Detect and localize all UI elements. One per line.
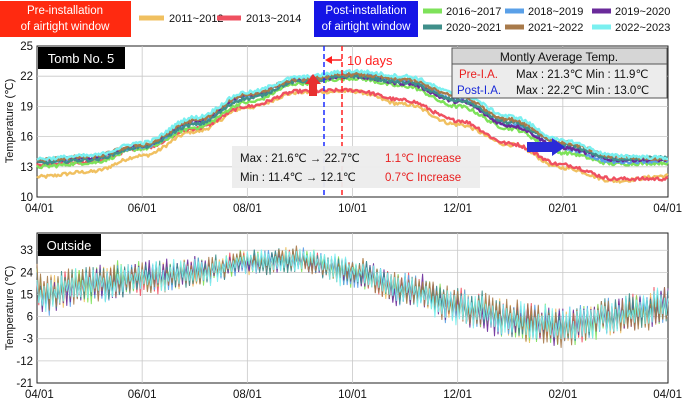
x-tick-label: 06/01: [128, 203, 157, 215]
outside-gridlines: [37, 233, 668, 383]
x-tick-label: 10/01: [338, 389, 367, 401]
x-tick-label: 02/01: [548, 203, 577, 215]
tomb-y-ticks: 10 13 16 19 22 25: [20, 41, 33, 204]
outside-y-ticks: -21 -12 -3 6 15 24 33: [16, 245, 33, 390]
y-tick-label: -12: [16, 356, 33, 368]
legend-label-2011-2012: 2011~2012: [169, 13, 224, 25]
min-increase-text: 0.7℃ Increase: [385, 172, 461, 184]
stats-pre-name: Pre-I.A.: [459, 69, 498, 81]
tomb-panel-label-bg: [38, 47, 125, 69]
y-tick-label: 24: [20, 267, 33, 279]
y-tick-label: 33: [20, 245, 33, 257]
post-installation-label-line2: of airtight window: [322, 21, 412, 33]
pre-installation-box: [0, 1, 131, 37]
pre-installation-label-line2: of airtight window: [21, 21, 111, 33]
tomb-panel: 10 13 16 19 22 25 04/01 06/01 08/01 10/01 12/01 02…: [4, 41, 682, 215]
ten-days-arrow-head: [325, 56, 332, 64]
stats-pre-values: Max : 21.3℃ Min : 11.9℃: [516, 69, 648, 81]
increase-arrow-shaft: [309, 82, 317, 96]
post-installation-label-line1: Post-installation: [325, 5, 406, 17]
stats-title: Montly Average Temp.: [500, 50, 618, 64]
tomb-series: [36, 68, 670, 184]
y-tick-label: 15: [20, 289, 33, 301]
y-tick-label: 13: [20, 162, 33, 174]
legend-label-2016-2017: 2016~2017: [446, 6, 501, 18]
shift-arrow: [527, 138, 565, 156]
outside-series: [36, 245, 669, 348]
y-tick-label: 16: [20, 132, 33, 144]
min-change-text: Min : 11.4℃ → 12.1℃: [240, 172, 356, 184]
legend-label-2020-2021: 2020~2021: [446, 22, 501, 34]
pre-installation-label-line1: Pre-installation: [27, 5, 103, 17]
outside-panel-label-bg: [38, 234, 101, 256]
x-tick-label: 08/01: [233, 389, 262, 401]
outside-panel: -21 -12 -3 6 15 24 33 04/01 06/01 08/01 10/01 12/0…: [4, 232, 682, 401]
y-tick-label: -3: [23, 334, 33, 346]
x-tick-label: 12/01: [443, 203, 472, 215]
legend-label-2013-2014: 2013~2014: [246, 13, 301, 25]
y-tick-label: 6: [27, 312, 33, 324]
y-tick-label: 22: [20, 71, 33, 83]
legend: Pre-installation of airtight window 2011…: [0, 1, 670, 37]
x-tick-label: 04/01: [25, 203, 54, 215]
y-tick-label: 19: [20, 101, 33, 113]
outside-series-line-2021-2022: [36, 245, 669, 348]
x-tick-label: 04/01: [25, 389, 54, 401]
outside-x-ticks: 04/01 06/01 08/01 10/01 12/01 02/01 04/01: [25, 389, 682, 401]
y-tick-label: 25: [20, 41, 33, 53]
stats-post-name: Post-I.A.: [457, 85, 501, 97]
x-tick-label: 02/01: [548, 389, 577, 401]
x-tick-label: 12/01: [443, 389, 472, 401]
legend-label-2018-2019: 2018~2019: [528, 6, 583, 18]
x-tick-label: 04/01: [653, 203, 682, 215]
increase-arrow-head: [305, 74, 321, 84]
tomb-panel-label: Tomb No. 5: [48, 51, 114, 66]
tomb-x-ticks: 04/01 06/01 08/01 10/01 12/01 02/01 04/01: [25, 203, 682, 215]
max-change-text: Max : 21.6℃ → 22.7℃: [240, 153, 360, 165]
x-tick-label: 08/01: [233, 203, 262, 215]
max-increase-text: 1.1℃ Increase: [385, 153, 461, 165]
x-tick-label: 06/01: [128, 389, 157, 401]
x-tick-label: 10/01: [338, 203, 367, 215]
outside-series-line-2022-2023: [36, 248, 669, 340]
tomb-series-line-2022-2023: [36, 68, 668, 162]
y-tick-label: 10: [20, 192, 33, 204]
outside-panel-label: Outside: [47, 238, 92, 253]
tomb-y-axis-label: Temperature (℃): [4, 79, 16, 164]
outside-y-axis-label: Temperature (℃): [4, 266, 16, 351]
legend-label-2019-2020: 2019~2020: [615, 6, 670, 18]
stats-post-values: Max : 22.2℃ Min : 13.0℃: [516, 85, 649, 97]
change-box: [232, 146, 480, 188]
stats-title-bg: [451, 47, 668, 65]
ten-days-label: 10 days: [347, 53, 393, 68]
x-tick-label: 04/01: [653, 389, 682, 401]
legend-label-2021-2022: 2021~2022: [528, 22, 583, 34]
post-installation-box: [314, 1, 418, 37]
legend-label-2022-2023: 2022~2023: [615, 22, 670, 34]
y-tick-label: -21: [16, 378, 33, 390]
